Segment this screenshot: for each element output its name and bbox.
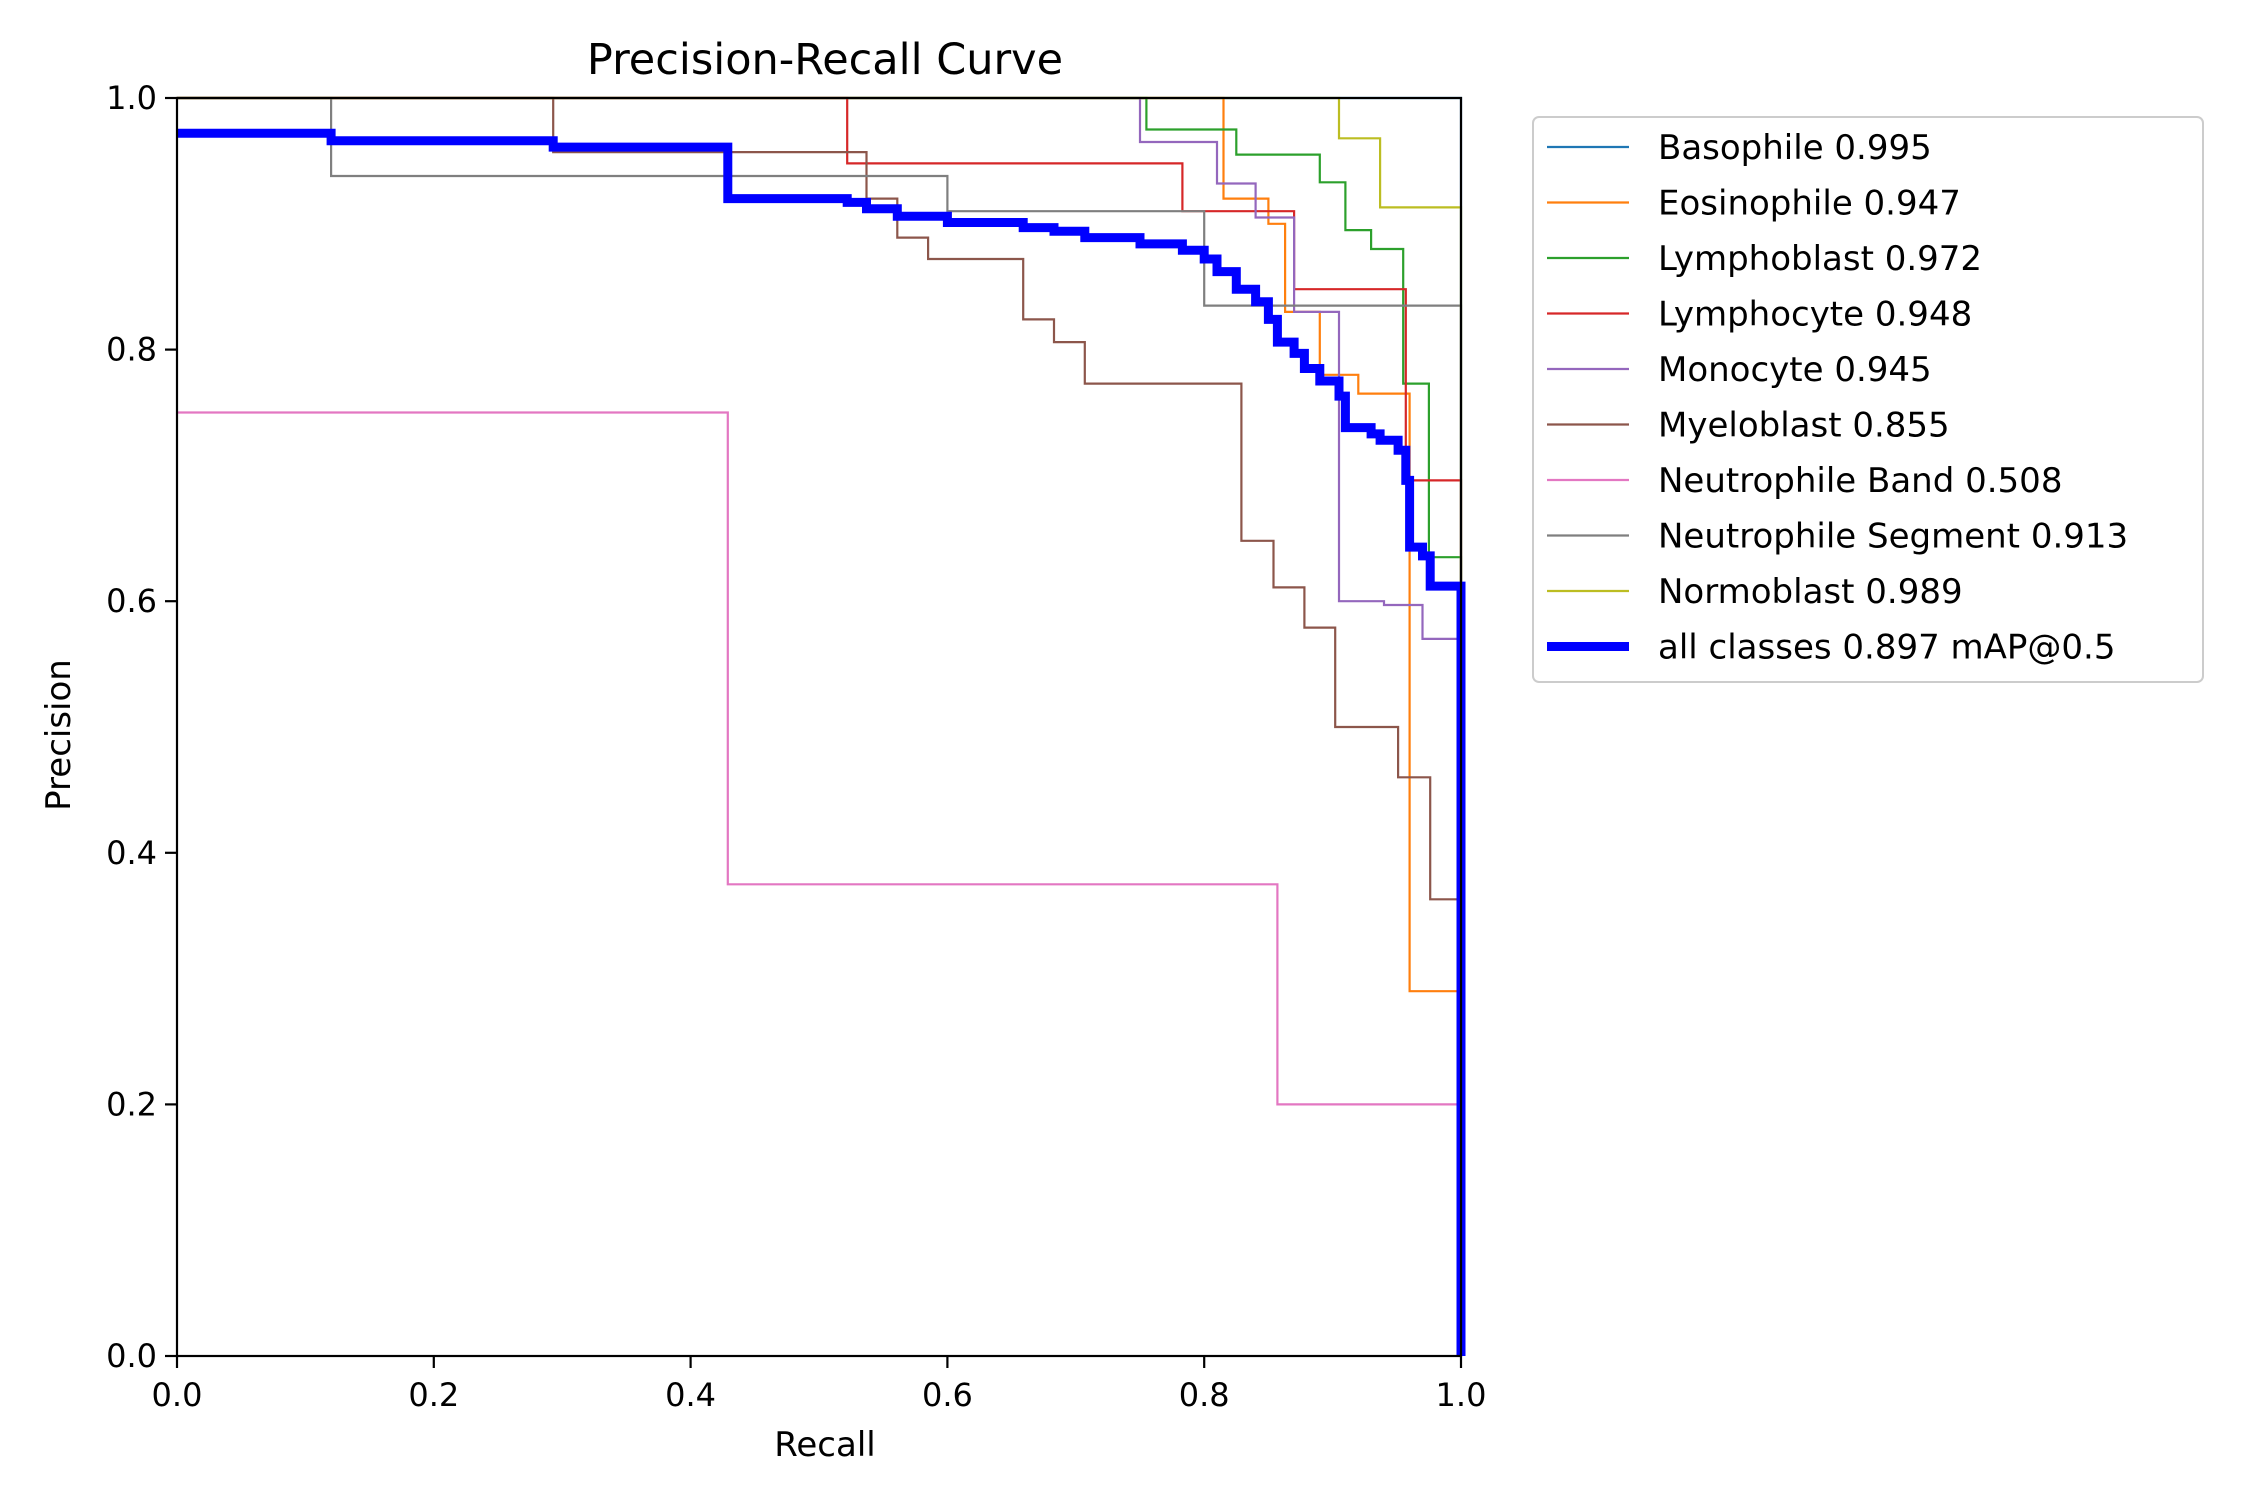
- x-tick-label: 0.0: [152, 1376, 203, 1414]
- y-axis-ticks: 0.0 0.2 0.4 0.6 0.8 1.0: [106, 79, 177, 1375]
- legend-label: Basophile 0.995: [1658, 128, 1932, 168]
- legend-label: Normoblast 0.989: [1658, 572, 1963, 612]
- legend-label: Eosinophile 0.947: [1658, 184, 1961, 224]
- x-tick-label: 0.6: [922, 1376, 973, 1414]
- legend-label: Myeloblast 0.855: [1658, 406, 1950, 446]
- plot-area: [175, 96, 1466, 1358]
- legend-label: Lymphocyte 0.948: [1658, 295, 1972, 335]
- y-tick-label: 0.6: [106, 582, 157, 620]
- y-tick-label: 0.0: [106, 1337, 157, 1375]
- series-line-4: [177, 96, 1463, 1356]
- x-axis-ticks: 0.0 0.2 0.4 0.6 0.8 1.0: [152, 1356, 1487, 1414]
- series-line-2: [177, 96, 1463, 1356]
- x-tick-label: 1.0: [1436, 1376, 1487, 1414]
- plot-frame: [175, 96, 1463, 1358]
- series-line-7: [177, 96, 1463, 1356]
- x-tick-label: 0.4: [665, 1376, 716, 1414]
- legend-label: all classes 0.897 mAP@0.5: [1658, 628, 2115, 668]
- series-line-9: [177, 128, 1466, 1356]
- x-axis-label: Recall: [774, 1425, 875, 1465]
- legend-label: Monocyte 0.945: [1658, 350, 1932, 390]
- y-axis-label: Precision: [39, 659, 79, 811]
- legend-label: Neutrophile Band 0.508: [1658, 461, 2062, 501]
- legend-label: Lymphoblast 0.972: [1658, 239, 1982, 279]
- x-tick-label: 0.2: [408, 1376, 459, 1414]
- legend-label: Neutrophile Segment 0.913: [1658, 517, 2128, 557]
- chart-title: Precision-Recall Curve: [587, 35, 1063, 85]
- series-line-3: [177, 96, 1463, 1356]
- y-tick-label: 0.8: [106, 331, 157, 369]
- x-tick-label: 0.8: [1179, 1376, 1230, 1414]
- legend: Basophile 0.995 Eosinophile 0.947 Lymphobl…: [1532, 116, 2204, 683]
- series-line-5: [177, 96, 1463, 1356]
- y-tick-label: 0.2: [106, 1085, 157, 1123]
- y-tick-label: 1.0: [106, 79, 157, 117]
- y-tick-label: 0.4: [106, 834, 157, 872]
- legend-box: [1532, 116, 2204, 683]
